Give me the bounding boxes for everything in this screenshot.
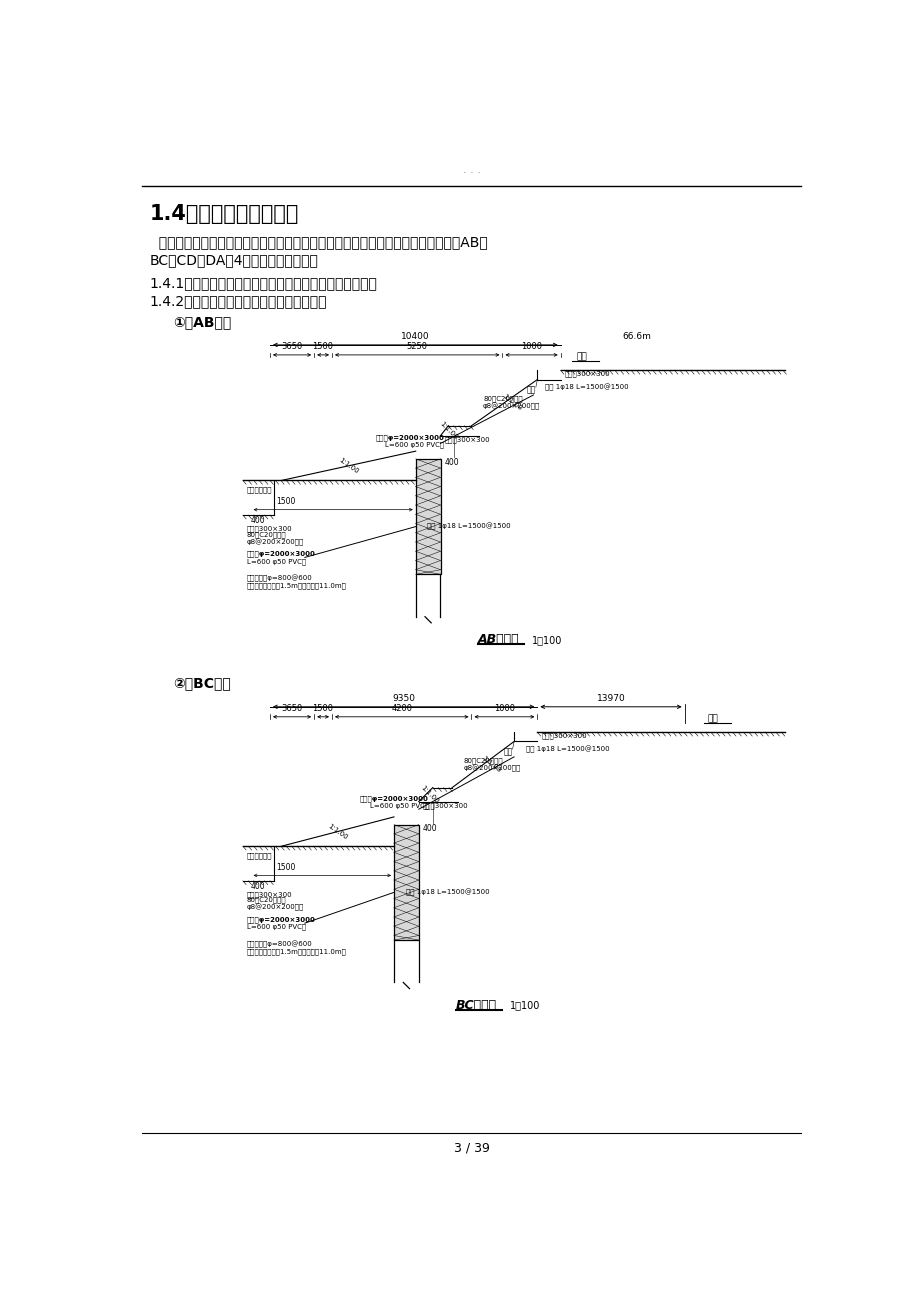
Text: 地下室底板底: 地下室底板底: [246, 487, 272, 493]
Text: 楼渔: 楼渔: [707, 715, 718, 724]
Text: 9350: 9350: [391, 694, 414, 703]
Text: L=600 φ50 PVC管: L=600 φ50 PVC管: [246, 923, 305, 931]
Text: 80厚C20喷射砼: 80厚C20喷射砼: [246, 897, 286, 904]
Text: 测桩止水桩φ=800@600: 测桩止水桩φ=800@600: [246, 940, 312, 948]
Text: φ8@200×200通用: φ8@200×200通用: [246, 904, 303, 911]
Text: AB断面图: AB断面图: [477, 633, 518, 646]
Text: 截水沟300×300: 截水沟300×300: [246, 526, 292, 533]
Text: 泄水孔φ=2000×3000: 泄水孔φ=2000×3000: [359, 796, 428, 802]
Text: 锚钉 1φ18 L=1500@1500: 锚钉 1φ18 L=1500@1500: [525, 746, 608, 753]
Text: 锚钉 1φ18 L=1500@1500: 锚钉 1φ18 L=1500@1500: [545, 384, 628, 391]
Text: BC、CD、DA共4段，构造详见下图：: BC、CD、DA共4段，构造详见下图：: [150, 253, 318, 267]
Text: 400: 400: [250, 516, 265, 525]
Text: 1000: 1000: [520, 342, 541, 352]
Text: 80厚C20喷射砼: 80厚C20喷射砼: [246, 531, 286, 538]
Text: 截水沟300×300: 截水沟300×300: [246, 892, 292, 898]
Text: 3 / 39: 3 / 39: [453, 1142, 489, 1155]
Text: 400: 400: [250, 881, 265, 891]
Text: 80厚C20喷射砼: 80厚C20喷射砼: [463, 758, 503, 764]
Text: 1500: 1500: [276, 497, 295, 506]
Text: 锚钉 1φ18 L=1500@1500: 锚钉 1φ18 L=1500@1500: [426, 523, 510, 530]
Text: φ8@200×200通用: φ8@200×200通用: [246, 538, 303, 546]
Text: 下嵌入微风化基岩1.5m（微开采深11.0m）: 下嵌入微风化基岩1.5m（微开采深11.0m）: [246, 582, 346, 590]
Text: 1.4.1、基坑支护分段布置图：（详基坑支护平面布置图）: 1.4.1、基坑支护分段布置图：（详基坑支护平面布置图）: [150, 276, 378, 290]
Text: 4200: 4200: [391, 704, 412, 713]
Text: 锚钉 1φ18 L=1500@1500: 锚钉 1φ18 L=1500@1500: [405, 889, 489, 896]
Text: 1:1.00: 1:1.00: [419, 784, 439, 805]
Text: 截水沟300×300: 截水沟300×300: [540, 733, 586, 740]
Text: 400: 400: [422, 824, 437, 833]
Text: 1500: 1500: [312, 342, 334, 352]
Text: ②、BC段：: ②、BC段：: [173, 677, 231, 690]
Text: φ8@200×200通用: φ8@200×200通用: [463, 764, 520, 772]
Text: 13970: 13970: [596, 694, 625, 703]
Text: 截水沟300×300: 截水沟300×300: [444, 436, 490, 443]
Text: 桩井: 桩井: [503, 747, 512, 756]
Text: 泄水孔φ=2000×3000: 泄水孔φ=2000×3000: [375, 434, 444, 440]
Text: ①、AB段：: ①、AB段：: [173, 315, 231, 329]
Text: 泄水孔φ=2000×3000: 泄水孔φ=2000×3000: [246, 917, 315, 923]
Text: 1.4、基坑支护设计概况: 1.4、基坑支护设计概况: [150, 204, 299, 224]
Text: 1:1.00: 1:1.00: [326, 823, 348, 841]
Text: 1:1.00: 1:1.00: [437, 421, 458, 441]
Text: 80厚C20喷射砼: 80厚C20喷射砼: [482, 396, 522, 402]
Text: 下嵌入微风化基岩1.5m（微开采深11.0m）: 下嵌入微风化基岩1.5m（微开采深11.0m）: [246, 948, 346, 954]
Text: φ8@200×200通用: φ8@200×200通用: [482, 402, 539, 410]
Text: 10400: 10400: [401, 332, 429, 341]
Text: 1：100: 1：100: [510, 1000, 540, 1010]
Text: 1500: 1500: [276, 863, 295, 872]
Text: 1:1.00: 1:1.00: [337, 457, 359, 475]
Text: 3650: 3650: [281, 342, 302, 352]
Bar: [415, 458, 440, 574]
Text: 66.6m: 66.6m: [622, 332, 651, 341]
Text: 基坑采用坡率法结合短钉支护；根据周边环境条件、岩土工程条件，将本基坑分为AB、: 基坑采用坡率法结合短钉支护；根据周边环境条件、岩土工程条件，将本基坑分为AB、: [150, 236, 487, 250]
Text: 测桩止水桩φ=800@600: 测桩止水桩φ=800@600: [246, 574, 312, 582]
Text: 3650: 3650: [281, 704, 302, 713]
Text: L=600 φ50 PVC管: L=600 φ50 PVC管: [369, 803, 428, 810]
Text: 1：100: 1：100: [531, 635, 562, 644]
Text: 桩井: 桩井: [526, 385, 535, 395]
Text: · · ·: · · ·: [462, 168, 480, 178]
Text: L=600 φ50 PVC管: L=600 φ50 PVC管: [246, 559, 305, 565]
Bar: [393, 824, 418, 940]
Text: 截水沟300×300: 截水沟300×300: [422, 802, 468, 809]
Text: BC断面图: BC断面图: [456, 999, 496, 1012]
Text: 5250: 5250: [406, 342, 427, 352]
Text: 泄水孔φ=2000×3000: 泄水孔φ=2000×3000: [246, 551, 315, 557]
Text: 楼二: 楼二: [575, 353, 586, 362]
Text: L=600 φ50 PVC管: L=600 φ50 PVC管: [385, 441, 444, 448]
Text: 1500: 1500: [312, 704, 334, 713]
Text: 400: 400: [444, 458, 459, 467]
Text: 地下室底板底: 地下室底板底: [246, 852, 272, 859]
Text: 1.4.2、各支护段构造详图与其他构件详图：: 1.4.2、各支护段构造详图与其他构件详图：: [150, 294, 327, 309]
Text: 1:1.00: 1:1.00: [501, 393, 522, 411]
Text: 截水沟300×300: 截水沟300×300: [564, 371, 609, 378]
Text: 1000: 1000: [494, 704, 515, 713]
Text: 1:1.00: 1:1.00: [480, 755, 501, 773]
